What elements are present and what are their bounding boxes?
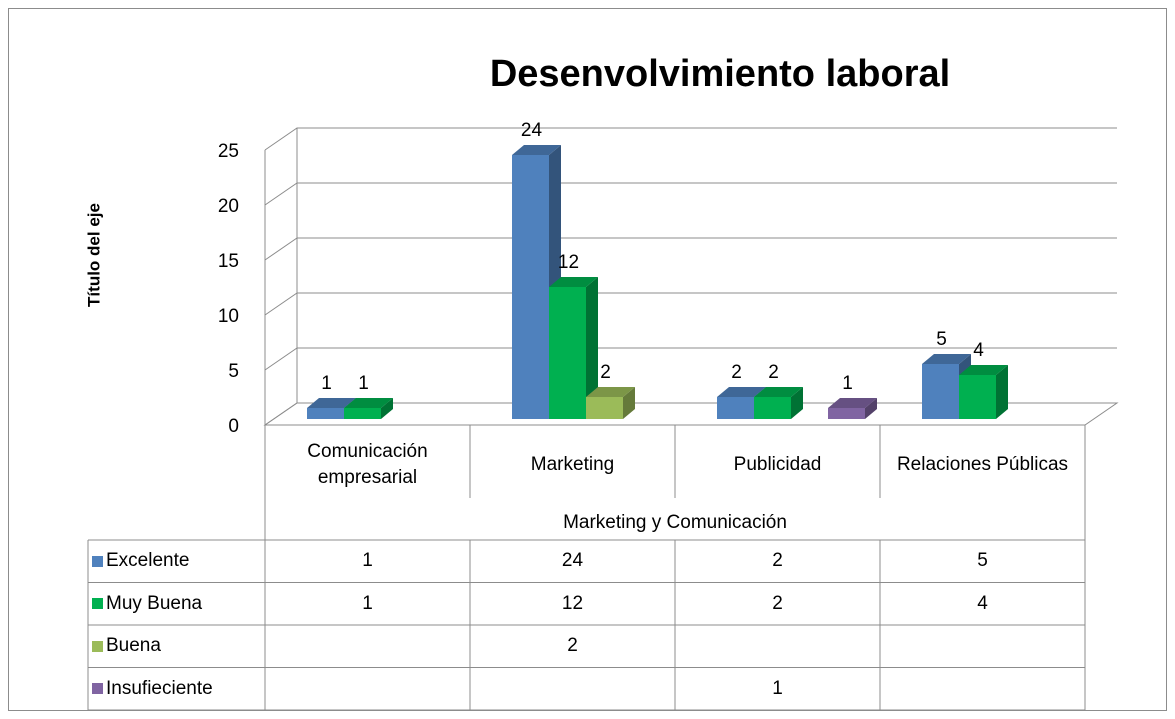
legend-item: Muy Buena: [88, 583, 265, 626]
bar: [549, 287, 586, 419]
grid-line: [264, 292, 1117, 316]
bar-top: [922, 354, 971, 364]
chart-title: Desenvolvimiento laboral: [490, 53, 950, 95]
grid-line: [264, 347, 1117, 371]
bar: [754, 397, 791, 419]
grid-line: [264, 237, 1117, 261]
legend-swatch: [92, 640, 103, 652]
bar-side: [586, 277, 598, 419]
bar-top: [512, 145, 561, 155]
y-axis-title: Título del eje: [84, 203, 103, 307]
table-cell: 2: [567, 635, 578, 657]
y-tick-label: 0: [228, 416, 239, 437]
data-label: 4: [973, 340, 984, 361]
table-cell: 2: [772, 592, 783, 614]
bar-top: [717, 387, 766, 397]
bar-side: [791, 387, 803, 419]
bar-side: [381, 398, 393, 419]
legend-label: Muy Buena: [106, 592, 203, 614]
grid-line: [264, 127, 1117, 151]
bar-top: [828, 398, 877, 408]
data-label: 1: [321, 373, 332, 394]
bar-top: [959, 365, 1008, 375]
data-label: 5: [936, 329, 947, 350]
bar: [717, 397, 754, 419]
bar: [307, 408, 344, 419]
bar-side: [623, 387, 635, 419]
data-label: 12: [558, 252, 579, 273]
table-cell: 5: [977, 550, 988, 572]
legend-swatch: [92, 683, 103, 695]
table-cell: 1: [362, 592, 373, 614]
table-cell: 24: [561, 550, 584, 572]
y-tick-label: 5: [228, 361, 239, 382]
bar-top: [307, 398, 356, 408]
legend-swatch: [92, 598, 103, 610]
x-tick-label: Publicidad: [733, 454, 822, 475]
data-label: 24: [521, 120, 543, 141]
data-label: 2: [768, 362, 779, 383]
legend-label: Excelente: [106, 550, 190, 572]
legend-item: Buena: [88, 625, 265, 668]
bar: [344, 408, 381, 419]
bar: [512, 155, 549, 419]
x-tick-label: Relaciones Públicas: [896, 454, 1069, 475]
data-label: 2: [731, 362, 742, 383]
bar: [828, 408, 865, 419]
x-tick-label: Marketing: [530, 454, 615, 475]
table-cell: 4: [977, 592, 988, 614]
table-cell: 2: [772, 550, 783, 572]
bar-side: [865, 398, 877, 419]
bar-top: [586, 387, 635, 397]
bar-top: [344, 398, 393, 408]
data-label: 1: [842, 373, 853, 394]
y-tick-label: 10: [218, 306, 239, 327]
data-label: 1: [358, 373, 369, 394]
table-cell: 1: [772, 677, 783, 699]
legend-item: Insufieciente: [88, 668, 265, 711]
legend-item: Excelente: [88, 540, 265, 583]
bar: [586, 397, 623, 419]
y-tick-label: 20: [218, 196, 239, 217]
y-tick-label: 25: [218, 141, 239, 162]
x-axis-title: Marketing y Comunicación: [563, 512, 787, 533]
bar-top: [549, 277, 598, 287]
legend-swatch: [92, 555, 103, 567]
table-cell: 12: [561, 592, 584, 614]
bar: [959, 375, 996, 419]
y-tick-label: 15: [218, 251, 239, 272]
bar-top: [754, 387, 803, 397]
bar-side: [996, 365, 1008, 419]
bar: [922, 364, 959, 419]
x-tick-label: Comunicación empresarial: [307, 441, 428, 488]
table-cell: 1: [362, 550, 373, 572]
legend-label: Insufieciente: [106, 677, 213, 699]
grid-line: [264, 182, 1117, 206]
legend-label: Buena: [106, 635, 161, 657]
data-label: 2: [600, 362, 611, 383]
